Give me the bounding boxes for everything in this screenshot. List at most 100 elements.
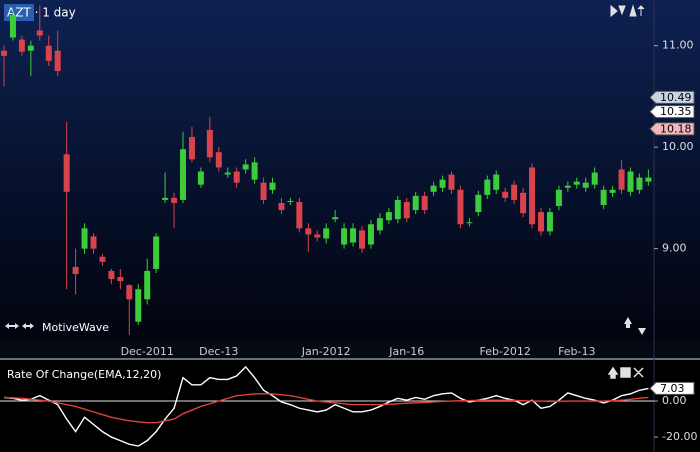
candle-body <box>475 194 482 213</box>
roc-pane <box>0 360 700 452</box>
candle-body <box>609 189 616 193</box>
candle-body <box>466 222 473 224</box>
candle-body <box>27 45 34 51</box>
candle-body <box>54 50 61 72</box>
candle-body <box>385 212 392 221</box>
price-flag <box>649 122 695 136</box>
x-axis-band <box>0 342 700 360</box>
roc-line <box>3 393 649 424</box>
candle-body <box>45 45 52 61</box>
candle-body <box>269 182 276 190</box>
price-flag <box>649 105 695 119</box>
candle-body <box>564 185 571 188</box>
candle-body <box>484 179 491 195</box>
candle-body <box>394 199 401 220</box>
candle-body <box>215 152 222 168</box>
candle-body <box>538 212 544 232</box>
candle-body <box>573 181 580 185</box>
candle-body <box>376 218 383 231</box>
candle-body <box>9 15 16 38</box>
candle-body <box>117 277 124 282</box>
candle-body <box>421 195 428 211</box>
candle-body <box>520 192 527 214</box>
candle-body <box>224 172 231 175</box>
candle-body <box>439 179 446 188</box>
candle-body <box>457 189 464 225</box>
candle-body <box>332 217 339 220</box>
candle-body <box>153 236 160 269</box>
candle-body <box>126 285 133 300</box>
roc-line <box>3 365 649 447</box>
candle-body <box>206 129 213 158</box>
candle-body <box>99 256 106 262</box>
toolbar-icons[interactable] <box>5 4 646 379</box>
y-tick-label: 11.00 <box>662 39 694 52</box>
candle-body <box>251 162 258 180</box>
candle-body <box>135 289 142 322</box>
candle-body <box>636 177 643 190</box>
pane-controls[interactable] <box>607 366 644 379</box>
price-flag-label: 7.03 <box>660 382 685 395</box>
candle-body <box>582 182 589 188</box>
candle-body <box>242 164 249 170</box>
price-flag <box>649 381 695 395</box>
watermark: MotiveWave <box>42 321 109 334</box>
zoom-arrows[interactable] <box>624 317 646 335</box>
candle-body <box>341 228 348 245</box>
candle-body <box>180 149 186 200</box>
x-tick-label: Feb-2012 <box>479 345 530 358</box>
nav-arrows[interactable] <box>610 4 645 18</box>
price-flag-label: 10.49 <box>660 91 692 104</box>
candle-body <box>90 236 97 249</box>
candle-body <box>529 167 536 225</box>
main-pane <box>0 0 700 342</box>
candle-body <box>81 228 88 249</box>
candle-body <box>403 201 410 219</box>
candle-body <box>412 195 419 211</box>
candle-body <box>493 174 500 190</box>
candle-body <box>63 154 70 192</box>
candle-body <box>305 228 312 235</box>
candle-body <box>287 200 294 202</box>
price-flag <box>649 90 695 104</box>
roc-title: Rate Of Change(EMA,12,20) <box>7 368 161 381</box>
x-tick-label: Dec-13 <box>199 345 238 358</box>
chart-title: AZT · 1 day <box>7 6 76 20</box>
price-flag-label: 10.18 <box>660 122 692 135</box>
candle-body <box>511 184 518 200</box>
candle-body <box>278 202 285 211</box>
candle-body <box>448 174 455 190</box>
x-tick-label: Feb-13 <box>558 345 595 358</box>
candle-body <box>260 182 267 200</box>
scroll-arrows[interactable] <box>5 323 34 329</box>
candle-body <box>18 39 25 52</box>
candle-body <box>162 197 169 200</box>
candle-body <box>350 228 357 243</box>
candle-body <box>197 171 204 185</box>
y-tick-label: 0.00 <box>662 394 687 407</box>
y-tick-label: 9.00 <box>662 242 687 255</box>
candle-body <box>108 270 115 280</box>
candle-body <box>323 228 330 239</box>
candle-body <box>430 185 437 192</box>
candle-body <box>144 270 151 300</box>
candle-body <box>72 266 79 275</box>
candle-body <box>188 137 195 160</box>
candle-body <box>645 177 652 182</box>
candle-body <box>1 50 7 56</box>
price-flag-label: 10.35 <box>660 105 692 118</box>
candle-body <box>233 171 240 183</box>
candle-body <box>502 191 509 198</box>
candle-body <box>555 189 562 207</box>
candle-body <box>618 169 625 190</box>
candle-body <box>627 171 634 192</box>
candle-body <box>171 197 178 203</box>
candle-body <box>591 172 598 185</box>
candle-body <box>359 230 365 249</box>
y-tick-label: 10.00 <box>662 140 694 153</box>
candle-body <box>36 30 43 36</box>
x-tick-label: Jan-16 <box>388 345 424 358</box>
x-tick-label: Dec-2011 <box>121 345 174 358</box>
